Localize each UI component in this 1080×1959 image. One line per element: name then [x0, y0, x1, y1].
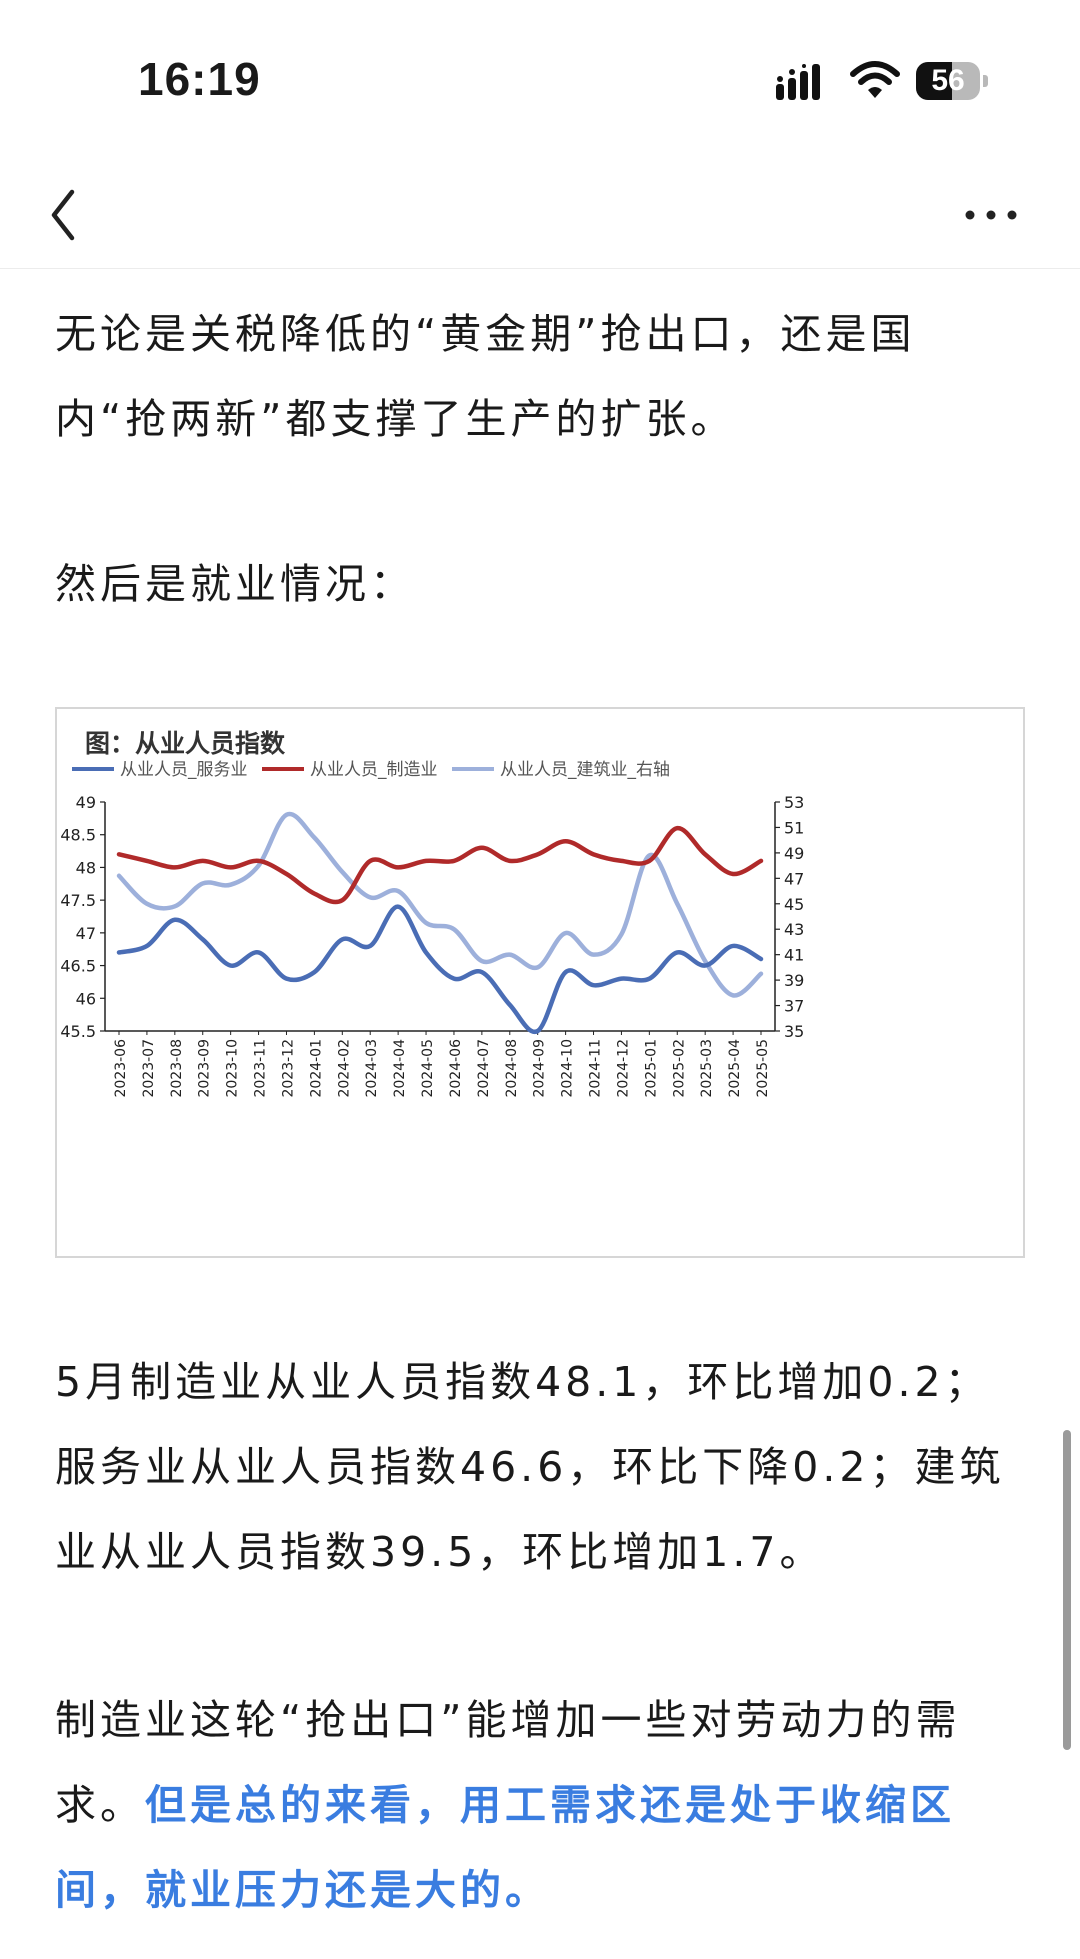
chart-legend: 从业人员_服务业 从业人员_制造业 从业人员_建筑业_右轴: [72, 760, 670, 780]
chart-canvas: 图：从业人员指数 从业人员_服务业 从业人员_制造业 从业人员_建筑业_右轴 45.…: [60, 729, 804, 1098]
article-paragraph-3: 5月制造业从业人员指数48.1，环比增加0.2；服务业从业人员指数46.6，环比…: [55, 1358, 1005, 1576]
right-tick-label: 47: [784, 869, 804, 888]
x-tick-label: 2023-09: [197, 1039, 213, 1098]
x-tick-label: 2025-01: [643, 1039, 659, 1098]
right-tick-label: 35: [784, 1022, 804, 1041]
chevron-left-icon: [51, 189, 75, 241]
series-line-2: [116, 825, 764, 905]
x-tick-label: 2024-03: [364, 1039, 380, 1098]
x-tick-label: 2024-05: [420, 1039, 436, 1098]
left-tick-label: 46.5: [60, 957, 96, 976]
ellipsis-icon: [965, 210, 1017, 220]
x-tick-label: 2023-07: [141, 1039, 157, 1098]
status-time: 16:19: [138, 53, 261, 105]
x-tick-label: 2023-06: [113, 1039, 129, 1098]
wifi-icon: [850, 61, 900, 98]
x-tick-label: 2023-08: [169, 1039, 185, 1098]
left-tick-label: 47: [76, 924, 96, 943]
series-line-1: [116, 904, 764, 1035]
right-tick-label: 45: [784, 895, 804, 914]
left-tick-label: 48.5: [60, 826, 96, 845]
right-tick-label: 51: [784, 818, 804, 837]
right-tick-label: 53: [784, 793, 804, 812]
x-tick-label: 2025-05: [755, 1039, 771, 1098]
x-tick-label: 2024-10: [560, 1039, 576, 1098]
back-button[interactable]: [40, 180, 100, 250]
legend-label: 从业人员_制造业: [310, 760, 438, 780]
x-tick-label: 2024-04: [392, 1039, 408, 1098]
x-tick-label: 2024-09: [532, 1039, 548, 1098]
x-tick-label: 2025-02: [671, 1039, 687, 1098]
left-tick-label: 46: [76, 989, 96, 1008]
x-tick-label: 2024-06: [448, 1039, 464, 1098]
right-tick-label: 41: [784, 946, 804, 965]
more-options-button[interactable]: [960, 190, 1022, 240]
x-tick-label: 2024-08: [504, 1039, 520, 1098]
battery-level: 56: [931, 64, 965, 97]
left-tick-label: 48: [76, 858, 96, 877]
right-tick-label: 37: [784, 997, 804, 1016]
x-tick-label: 2024-02: [336, 1039, 352, 1098]
left-tick-label: 49: [76, 793, 96, 812]
article-paragraph-2: 然后是就业情况：: [55, 560, 415, 608]
nav-bar: [0, 160, 1080, 269]
x-tick-label: 2024-01: [308, 1039, 324, 1098]
battery-icon: 56: [916, 62, 988, 100]
x-tick-label: 2025-03: [699, 1039, 715, 1098]
article-paragraph-4: 制造业这轮“抢出口”能增加一些对劳动力的需求。但是总的来看，用工需求还是处于收缩…: [55, 1678, 1025, 1933]
status-bar: 16:19 56: [0, 0, 1080, 160]
x-tick-label: 2023-11: [253, 1039, 269, 1098]
right-tick-label: 49: [784, 844, 804, 863]
legend-label: 从业人员_建筑业_右轴: [500, 760, 670, 780]
x-tick-label: 2024-11: [588, 1039, 604, 1098]
cellular-signal-icon: [776, 64, 820, 100]
left-tick-label: 47.5: [60, 891, 96, 910]
x-tick-label: 2025-04: [727, 1039, 743, 1098]
x-tick-label: 2023-12: [280, 1039, 296, 1098]
left-tick-label: 45.5: [60, 1022, 96, 1041]
x-tick-label: 2024-12: [615, 1039, 631, 1098]
employment-index-chart: 图：从业人员指数 从业人员_服务业 从业人员_制造业 从业人员_建筑业_右轴 45.…: [55, 707, 1025, 1258]
chart-series: [116, 811, 764, 1035]
scrollbar[interactable]: [1063, 1430, 1071, 1750]
chart-title: 图：从业人员指数: [85, 729, 286, 758]
x-tick-label: 2024-07: [476, 1039, 492, 1098]
paragraph-4-text: 制造业这轮“抢出口”能增加一些对劳动力的需求。: [55, 1696, 961, 1829]
chart-axes: 45.5 46 46.5 47 47.5 48 48.5 49 35 37 39 41 43 45 47 49…: [60, 793, 804, 1098]
paragraph-4-highlight: 但是总的来看，用工需求还是处于收缩区间，就业压力还是大的。: [55, 1781, 955, 1914]
legend-label: 从业人员_服务业: [120, 760, 248, 780]
x-tick-label: 2023-10: [225, 1039, 241, 1098]
right-tick-label: 43: [784, 920, 804, 939]
right-tick-label: 39: [784, 971, 804, 990]
article-paragraph-1: 无论是关税降低的“黄金期”抢出口，还是国内“抢两新”都支撑了生产的扩张。: [55, 310, 916, 443]
